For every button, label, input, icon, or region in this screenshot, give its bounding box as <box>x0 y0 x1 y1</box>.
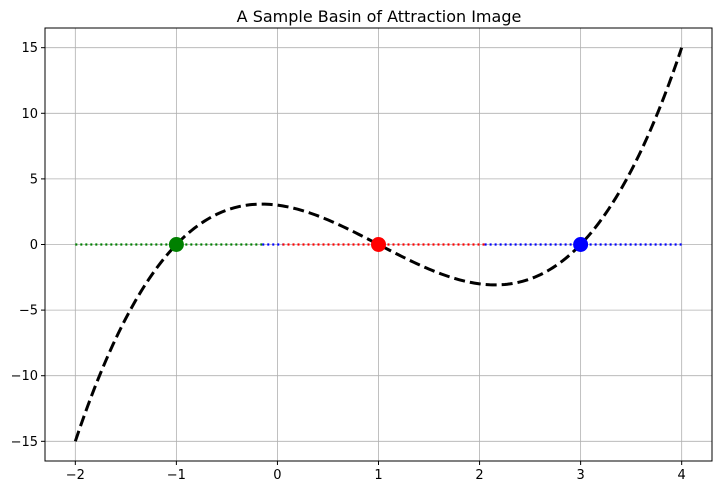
x-axis-ticks: −2 −1 0 1 2 3 4 <box>66 461 686 483</box>
y-tick-label: 15 <box>21 41 38 56</box>
y-axis-ticks: −15 −10 −5 0 5 10 15 <box>11 41 45 450</box>
x-tick-label: 3 <box>576 468 584 483</box>
y-tick-label: 5 <box>30 172 38 187</box>
root-marker <box>371 237 386 252</box>
root-marker <box>168 237 184 252</box>
x-tick-label: −2 <box>66 468 85 483</box>
y-tick-label: 10 <box>21 107 38 122</box>
y-tick-label: −15 <box>11 435 38 450</box>
y-tick-label: −5 <box>19 304 38 319</box>
chart-title: A Sample Basin of Attraction Image <box>237 7 522 26</box>
y-tick-label: −10 <box>11 369 38 384</box>
x-tick-label: 4 <box>678 468 686 483</box>
root-layer <box>168 237 589 252</box>
x-tick-label: 0 <box>273 468 281 483</box>
x-tick-label: 1 <box>374 468 382 483</box>
x-tick-label: 2 <box>475 468 483 483</box>
y-tick-label: 0 <box>30 238 38 253</box>
x-tick-label: −1 <box>167 468 186 483</box>
root-marker <box>573 237 589 252</box>
